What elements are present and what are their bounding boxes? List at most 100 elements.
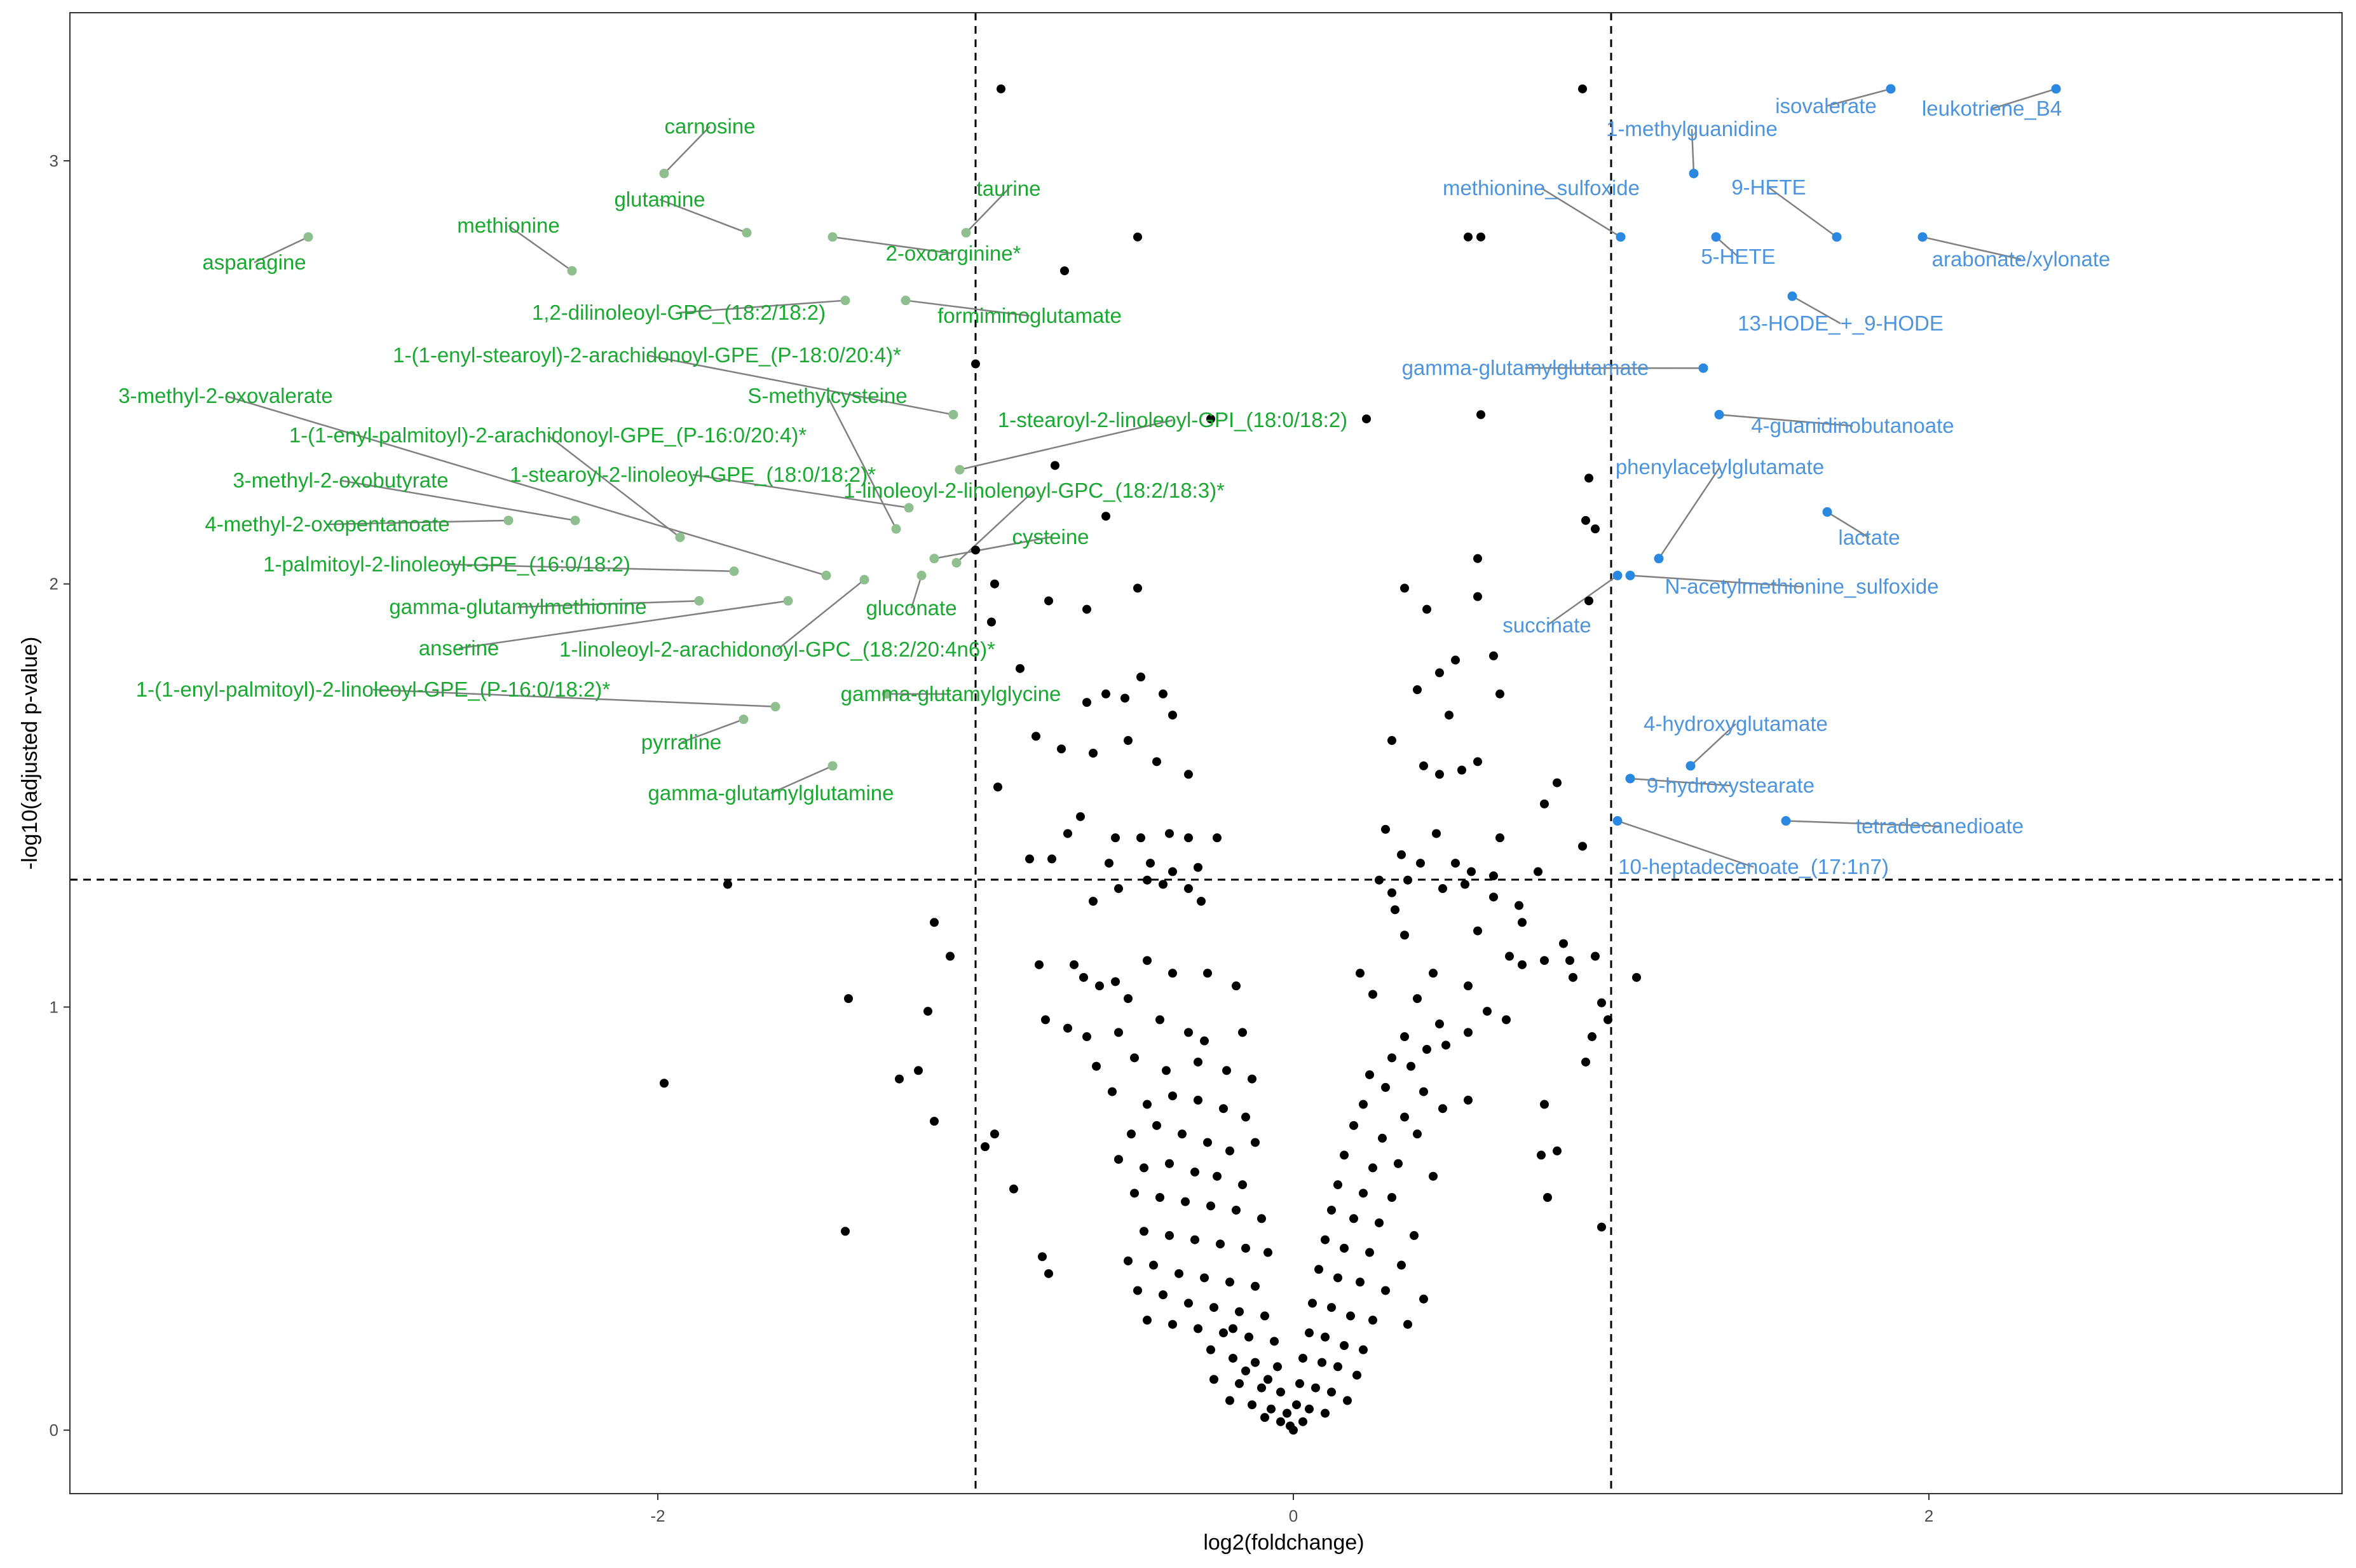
data-point [1298,1417,1307,1426]
data-point [1305,1404,1314,1414]
label-connector [1617,820,1754,868]
point-label: 2-oxoarginine* [886,242,1021,265]
data-point [1219,1328,1228,1338]
data-point-labeled [1714,409,1724,419]
data-point [1219,1104,1228,1114]
data-point [1089,897,1098,906]
data-point [1467,867,1476,876]
data-point [1540,1100,1549,1109]
data-point [930,1117,939,1126]
point-label: 1-(1-enyl-palmitoyl)-2-arachidonoyl-GPE_… [289,423,807,447]
data-point [1206,1345,1215,1354]
label-connector [1690,723,1736,767]
point-label: gamma-glutamylglutamine [648,781,894,805]
data-point [1413,994,1422,1004]
x-tick-label: -2 [650,1506,665,1525]
label-connector [547,435,681,538]
data-point [1340,1243,1349,1253]
label-connector [1792,295,1841,325]
label-connector [659,198,747,234]
data-point [971,545,980,555]
data-point [1092,1061,1101,1071]
data-point [987,617,996,627]
data-point-labeled [1698,363,1708,373]
data-point [1387,736,1396,746]
data-point [1543,1193,1552,1202]
point-label: 4-hydroxyglutamate [1644,712,1828,735]
point-label: 13-HODE_+_9-HODE [1738,311,1944,335]
data-point [1035,960,1044,969]
data-point [1632,972,1641,982]
data-point [1194,1057,1202,1067]
data-point [1464,1028,1473,1037]
data-point [1184,1028,1193,1037]
data-point-labeled [1625,570,1635,580]
data-point [1235,1379,1244,1388]
threshold-lines [70,13,2342,1494]
data-point [1225,1146,1234,1156]
data-point [1206,414,1215,424]
data-point [1175,1269,1183,1278]
data-point [1235,1307,1244,1316]
data-point [1311,1383,1320,1393]
point-label: arabonate/xylonate [1932,247,2111,271]
data-point [1400,1112,1409,1122]
data-point [1238,1180,1247,1190]
data-point-labeled [1822,507,1832,517]
data-point [1565,956,1574,965]
label-connector [826,395,897,529]
data-point [1222,1066,1231,1075]
data-point [1489,892,1498,902]
label-connector [225,395,827,576]
point-label: 1-(1-enyl-palmitoyl)-2-linoleoyl-GPE_(P-… [136,678,611,701]
point-label: methionine [457,214,559,237]
data-point-labeled [1616,232,1626,242]
data-point [1082,604,1091,614]
data-point [1267,1404,1276,1414]
data-point [1321,1408,1330,1418]
data-point [1518,960,1527,969]
data-point [1140,1227,1148,1236]
data-point [1206,1201,1215,1211]
data-point-labeled [659,168,669,179]
data-point-labeled [882,689,892,699]
data-point [1435,1019,1444,1029]
data-point [1009,1184,1018,1194]
data-point-labeled [770,702,780,712]
data-point [1165,1231,1174,1240]
label-connector [1719,414,1853,427]
data-point [997,84,1005,93]
data-point-labeled [955,465,965,475]
point-label: 1-stearoyl-2-linoleoyl-GPI_(18:0/18:2) [998,408,1347,432]
data-point [1273,1362,1282,1372]
data-point [1473,926,1482,936]
data-point [1159,1290,1168,1300]
data-point [1343,1396,1352,1405]
point-label: 1,2-dilinoleoyl-GPC_(18:2/18:2) [532,301,826,324]
data-point [1340,1150,1349,1160]
point-label: carnosine [664,114,755,138]
data-point [1041,1015,1050,1025]
point-label: formiminoglutamate [937,304,1122,327]
label-connector [1768,186,1837,238]
data-point [1327,1205,1336,1215]
data-point [1559,939,1568,948]
data-point [1184,770,1193,779]
data-point [1120,693,1129,703]
data-point [1387,888,1396,897]
data-point [1162,1066,1171,1075]
label-connector [905,299,1030,317]
data-point [1505,951,1514,961]
data-point [1101,689,1110,699]
data-point [1248,1400,1256,1410]
data-point [1047,854,1056,864]
data-point [1130,1189,1139,1198]
data-point [1133,583,1142,593]
data-point [1495,833,1504,843]
data-point [1136,672,1145,682]
data-point [1359,1189,1368,1198]
data-point-labeled [1832,232,1842,242]
data-point-labeled [1654,554,1664,564]
y-tick-label: 3 [50,151,58,170]
data-point [1403,875,1412,885]
